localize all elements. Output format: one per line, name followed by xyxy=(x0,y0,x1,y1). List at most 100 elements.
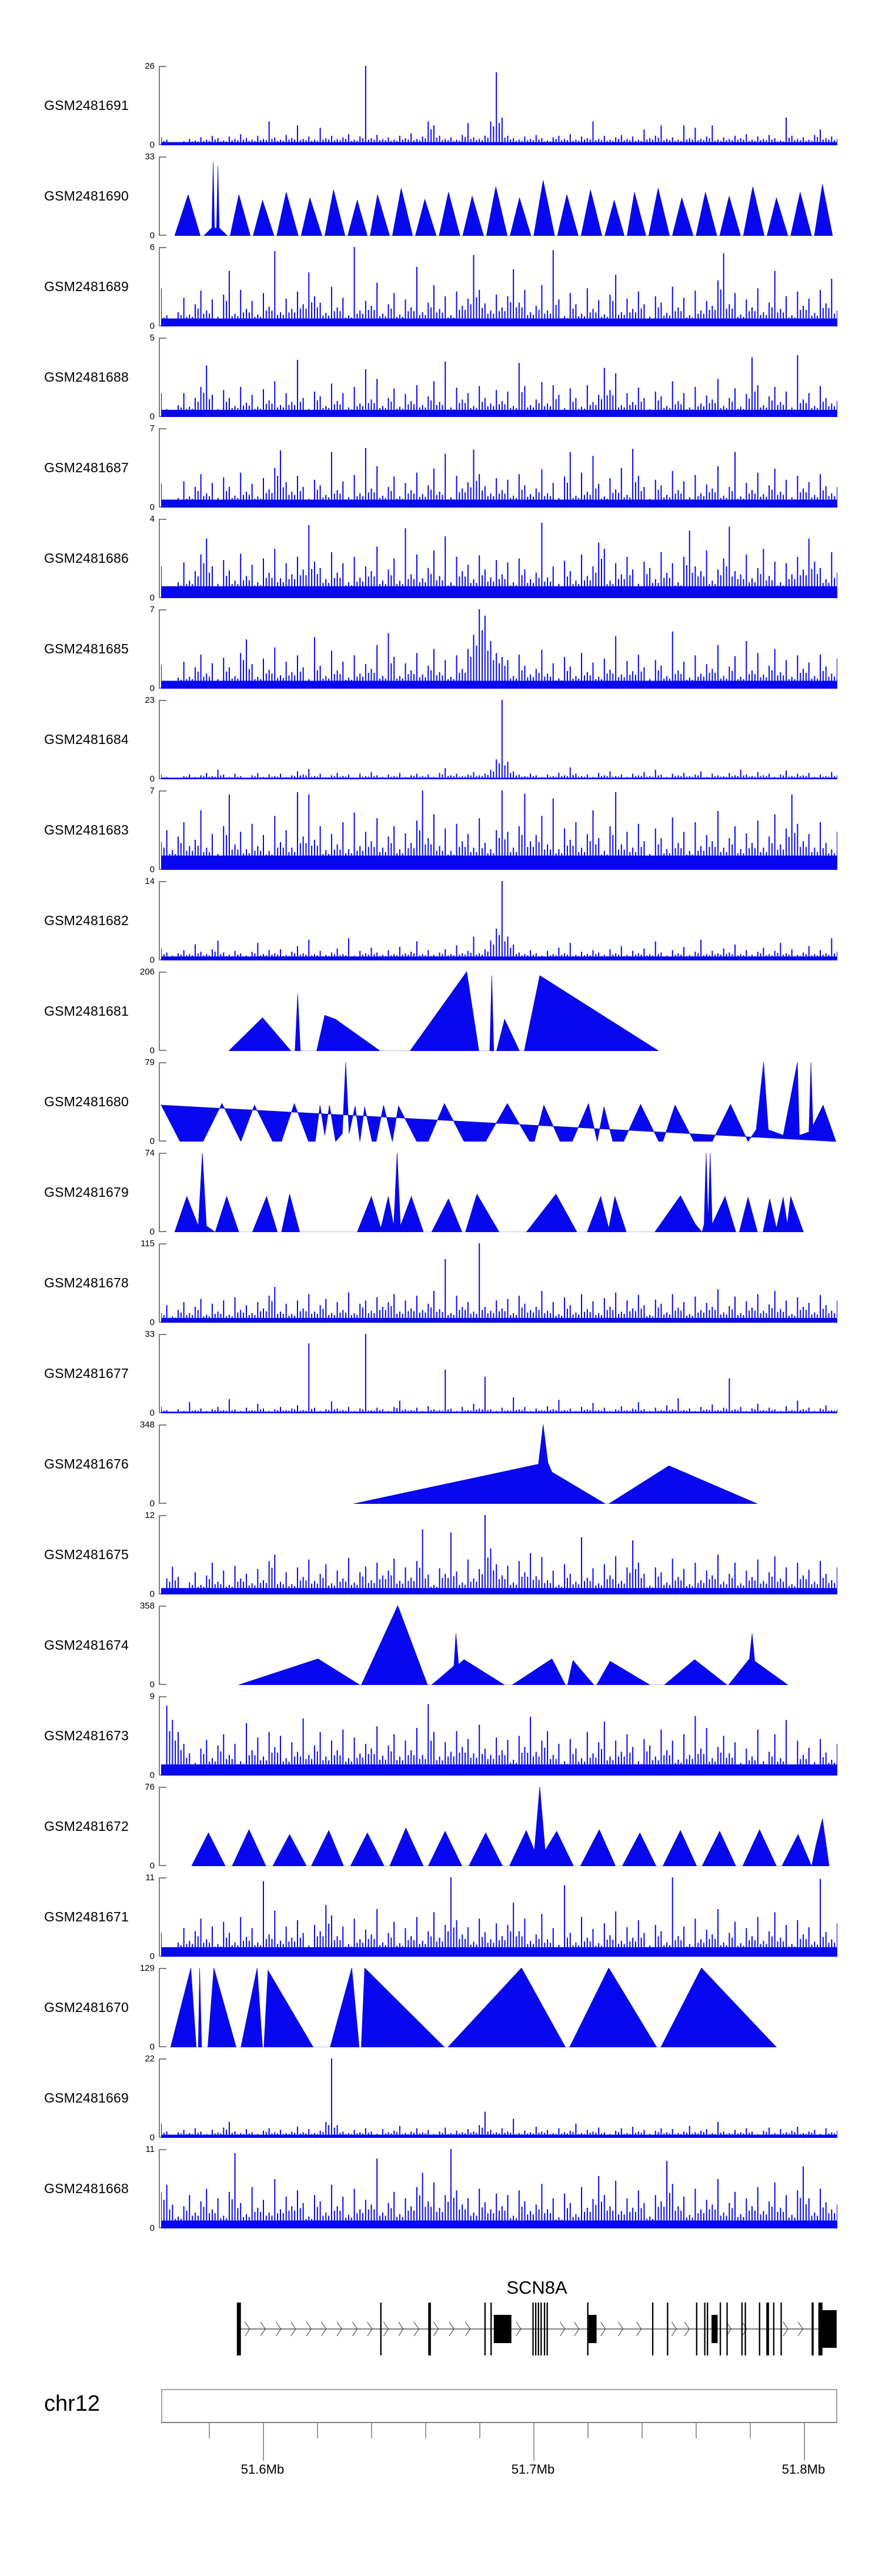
axis-zero-label: 0 xyxy=(149,1317,155,1327)
y-axis-zero-tick-icon xyxy=(160,1050,166,1051)
signal-track-row: GSM2481689 6 0 xyxy=(0,243,882,331)
axis-max-label: 76 xyxy=(145,1782,155,1792)
axis-max-label: 22 xyxy=(145,2054,155,2064)
axis-zero-label: 0 xyxy=(149,2223,155,2233)
axis-max-label: 33 xyxy=(145,1329,155,1339)
signal-plot xyxy=(161,881,837,960)
track-label: GSM2481678 xyxy=(44,1275,129,1290)
signal-track-row: GSM2481671 11 0 xyxy=(0,1873,882,1961)
axis-major-tick xyxy=(262,2423,264,2461)
signal-track-row: GSM2481677 33 0 xyxy=(0,1330,882,1417)
track-label: GSM2481685 xyxy=(44,641,129,656)
signal-plot xyxy=(161,338,837,417)
y-axis-top-tick-icon xyxy=(160,700,166,701)
axis-major-tick xyxy=(803,2423,805,2461)
track-label: GSM2481680 xyxy=(44,1094,129,1109)
axis-zero-label: 0 xyxy=(149,865,155,875)
axis-max-label: 9 xyxy=(149,1691,155,1701)
signal-track-row: GSM2481681 206 0 xyxy=(0,967,882,1055)
track-label: GSM2481673 xyxy=(44,1728,129,1743)
signal-plot xyxy=(161,1696,837,1776)
signal-plot xyxy=(161,1968,837,2047)
y-axis-zero-tick-icon xyxy=(160,1865,166,1866)
y-axis-top-tick-icon xyxy=(160,1877,166,1878)
signal-track-row: GSM2481683 7 0 xyxy=(0,786,882,874)
axis-max-label: 4 xyxy=(149,514,155,524)
track-label: GSM2481672 xyxy=(44,1818,129,1834)
axis-zero-label: 0 xyxy=(149,1770,155,1780)
track-label: GSM2481686 xyxy=(44,550,129,566)
signal-track-row: GSM2481690 33 0 xyxy=(0,152,882,240)
y-axis-bracket xyxy=(159,972,168,1051)
signal-plot xyxy=(161,609,837,689)
signal-plot xyxy=(161,247,837,326)
signal-plot xyxy=(161,1877,837,1957)
signal-track-row: GSM2481691 26 0 xyxy=(0,62,882,149)
axis-max-label: 6 xyxy=(149,242,155,252)
y-axis-top-tick-icon xyxy=(160,1424,166,1426)
y-axis-top-tick-icon xyxy=(160,972,166,973)
axis-max-label: 74 xyxy=(145,1148,155,1158)
y-axis-top-tick-icon xyxy=(160,790,166,792)
signal-track-row: GSM2481676 348 0 xyxy=(0,1420,882,1508)
axis-zero-label: 0 xyxy=(149,593,155,603)
y-axis-bracket xyxy=(159,1424,168,1504)
signal-plot xyxy=(161,428,837,508)
axis-zero-label: 0 xyxy=(149,1046,155,1056)
track-label: GSM2481684 xyxy=(44,732,129,747)
axis-tick-label: 51.6Mb xyxy=(240,2462,285,2477)
signal-plot xyxy=(161,1334,837,1413)
track-label: GSM2481671 xyxy=(44,1909,129,1924)
axis-minor-tick xyxy=(425,2423,426,2438)
y-axis-zero-tick-icon xyxy=(160,1140,166,1142)
track-label: GSM2481688 xyxy=(44,369,129,385)
signal-track-row: GSM2481674 358 0 xyxy=(0,1601,882,1689)
signal-track-row: GSM2481679 74 0 xyxy=(0,1149,882,1236)
track-label: GSM2481689 xyxy=(44,279,129,294)
axis-minor-tick xyxy=(587,2423,589,2438)
axis-max-label: 5 xyxy=(149,333,155,343)
y-axis-top-tick-icon xyxy=(160,881,166,882)
axis-zero-label: 0 xyxy=(149,231,155,241)
y-axis-zero-tick-icon xyxy=(160,235,166,236)
axis-zero-label: 0 xyxy=(149,955,155,965)
signal-track-row: GSM2481669 22 0 xyxy=(0,2054,882,2142)
y-axis-top-tick-icon xyxy=(160,2149,166,2150)
y-axis-bracket xyxy=(159,1968,168,2047)
signal-plot xyxy=(161,700,837,779)
signal-track-row: GSM2481670 129 0 xyxy=(0,1964,882,2051)
signal-plot xyxy=(161,972,837,1051)
y-axis-top-tick-icon xyxy=(160,1968,166,1969)
y-axis-bracket xyxy=(159,1153,168,1232)
track-label: GSM2481669 xyxy=(44,2090,129,2105)
y-axis-top-tick-icon xyxy=(160,66,166,67)
axis-tick-label: 51.8Mb xyxy=(781,2462,826,2477)
axis-zero-label: 0 xyxy=(149,2042,155,2052)
track-label: GSM2481683 xyxy=(44,822,129,837)
axis-tick-label: 51.7Mb xyxy=(511,2462,555,2477)
axis-max-label: 206 xyxy=(139,967,155,977)
signal-track-row: GSM2481678 115 0 xyxy=(0,1239,882,1327)
axis-max-label: 14 xyxy=(145,876,155,886)
signal-track-row: GSM2481685 7 0 xyxy=(0,605,882,693)
signal-track-row: GSM2481684 23 0 xyxy=(0,696,882,783)
signal-plot xyxy=(161,1424,837,1504)
chromosome-label: chr12 xyxy=(44,2391,101,2416)
axis-minor-tick xyxy=(749,2423,751,2438)
y-axis-top-tick-icon xyxy=(160,2058,166,2060)
axis-zero-label: 0 xyxy=(149,774,155,784)
signal-plot xyxy=(161,1515,837,1594)
track-label: GSM2481681 xyxy=(44,1003,129,1019)
signal-plot xyxy=(161,156,837,236)
axis-zero-label: 0 xyxy=(149,1861,155,1871)
y-axis-top-tick-icon xyxy=(160,1515,166,1516)
axis-zero-label: 0 xyxy=(149,412,155,422)
y-axis-zero-tick-icon xyxy=(160,1231,166,1232)
axis-minor-tick xyxy=(695,2423,697,2438)
ideogram-box xyxy=(161,2389,837,2423)
signal-track-row: GSM2481680 79 0 xyxy=(0,1058,882,1146)
axis-zero-label: 0 xyxy=(149,2133,155,2143)
gene-name-label: SCN8A xyxy=(506,2277,567,2298)
signal-plot xyxy=(161,1787,837,1866)
axis-zero-label: 0 xyxy=(149,1227,155,1237)
